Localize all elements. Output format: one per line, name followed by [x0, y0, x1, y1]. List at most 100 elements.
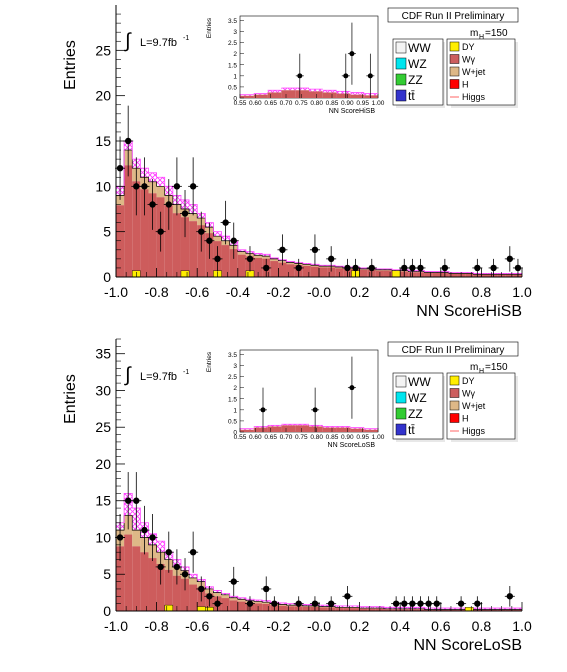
- legend-label: Wγ: [462, 55, 475, 65]
- wjet-bin: [262, 256, 270, 259]
- legend-label: tt̄: [408, 423, 415, 437]
- data-point: [141, 527, 147, 533]
- inset-y-tick-label: 0: [233, 96, 237, 103]
- legend-swatch: [396, 424, 406, 435]
- wgamma-bin: [360, 270, 368, 277]
- wgamma-bin: [425, 273, 433, 277]
- legend-label: Wγ: [462, 389, 475, 399]
- legend-label: ZZ: [408, 407, 423, 421]
- inset-y-tick-label: 3: [233, 363, 237, 370]
- data-point: [474, 265, 480, 271]
- legend-label: Higgs: [462, 92, 486, 102]
- mass-label-value: =150: [485, 28, 508, 39]
- legend-label: WZ: [408, 57, 427, 71]
- x-tick-label: 0.2: [350, 284, 370, 300]
- y-tick-label: 20: [95, 88, 111, 104]
- inset-x-axis-label: NN ScoreHiSB: [329, 108, 376, 115]
- data-point: [141, 183, 147, 189]
- inset-background-bin: [240, 96, 254, 98]
- inset-background-bin: [295, 90, 309, 98]
- data-point: [125, 498, 131, 504]
- histogram-group: [115, 106, 523, 277]
- wgamma-bin: [303, 607, 311, 611]
- legend-swatch: [396, 408, 406, 419]
- data-point: [393, 600, 399, 606]
- data-point: [279, 247, 285, 253]
- inset-data-point: [343, 73, 348, 78]
- data-point: [344, 265, 350, 271]
- legend-label: W+jet: [462, 401, 486, 411]
- data-point: [369, 265, 375, 271]
- banner-text: CDF Run II Preliminary: [402, 345, 505, 356]
- data-point: [125, 138, 131, 144]
- inset-data-point: [349, 51, 354, 56]
- dy-bin: [465, 607, 473, 611]
- inset-data-point: [261, 407, 266, 412]
- wgamma-bin: [287, 264, 295, 277]
- y-tick-label: 5: [103, 224, 111, 240]
- inset-x-tick-label: 0.85: [326, 100, 339, 107]
- inset-y-tick-label: 3.5: [228, 352, 237, 359]
- data-point: [296, 600, 302, 606]
- x-tick-label: -0.2: [266, 284, 290, 300]
- data-point: [247, 256, 253, 262]
- inset-y-tick-label: 0: [233, 430, 237, 437]
- legend-swatch: [396, 58, 406, 69]
- data-point: [231, 578, 237, 584]
- data-point: [190, 549, 196, 555]
- inset-y-tick-label: 1: [233, 73, 237, 80]
- inset-x-tick-label: 0.60: [249, 100, 262, 107]
- inset-background-bin: [364, 95, 378, 98]
- inset-y-tick-label: 3: [233, 29, 237, 36]
- legend-swatch: [450, 414, 459, 423]
- legend-label: DY: [462, 376, 475, 386]
- data-point: [312, 247, 318, 253]
- wgamma-bin: [148, 558, 156, 611]
- x-tick-label: -0.8: [145, 284, 169, 300]
- inset-y-tick-label: 3.5: [228, 18, 237, 25]
- wgamma-bin: [270, 261, 278, 277]
- inset-background-bin: [309, 426, 323, 432]
- inset-y-axis-label: Entries: [206, 351, 213, 372]
- inset-data-point: [313, 407, 318, 412]
- inset-background-bin: [240, 430, 254, 432]
- x-tick-label: -0.8: [145, 618, 169, 634]
- inset-x-tick-label: 0.85: [326, 434, 339, 441]
- inset-x-tick-label: 1.00: [372, 434, 385, 441]
- inset-background-bin: [350, 95, 364, 98]
- inset-x-tick-label: 0.75: [295, 100, 308, 107]
- legend-swatch: [396, 376, 406, 387]
- inset-background-bin: [254, 95, 268, 98]
- data-point: [222, 219, 228, 225]
- wjet-bin: [213, 593, 221, 597]
- inset-frame: [240, 16, 378, 98]
- inset-background-bin: [364, 430, 378, 432]
- inset-x-axis-label: NN ScoreLoSB: [328, 442, 376, 449]
- y-tick-label: 0: [103, 269, 111, 285]
- legend-swatch: [396, 74, 406, 85]
- inset-x-tick-label: 0.95: [356, 100, 369, 107]
- x-tick-label: 0.8: [472, 618, 492, 634]
- wgamma-bin: [132, 546, 140, 611]
- data-point: [271, 600, 277, 606]
- inset-x-tick-label: 0.90: [341, 100, 354, 107]
- x-tick-label: -0.6: [185, 284, 209, 300]
- legend-label: H: [462, 414, 469, 424]
- data-point: [231, 238, 237, 244]
- y-tick-label: 0: [103, 603, 111, 619]
- wgamma-bin: [278, 606, 286, 611]
- legend-label: ZZ: [408, 73, 423, 87]
- wgamma-bin: [124, 535, 132, 611]
- wgamma-bin: [173, 213, 181, 277]
- x-tick-label: -0.2: [266, 618, 290, 634]
- data-point: [401, 265, 407, 271]
- data-point: [263, 265, 269, 271]
- data-point: [401, 600, 407, 606]
- data-point: [507, 593, 513, 599]
- data-point: [214, 600, 220, 606]
- legend-swatch: [396, 392, 406, 403]
- banner-text: CDF Run II Preliminary: [402, 11, 505, 22]
- wgamma-bin: [189, 221, 197, 277]
- dy-bin: [197, 607, 205, 611]
